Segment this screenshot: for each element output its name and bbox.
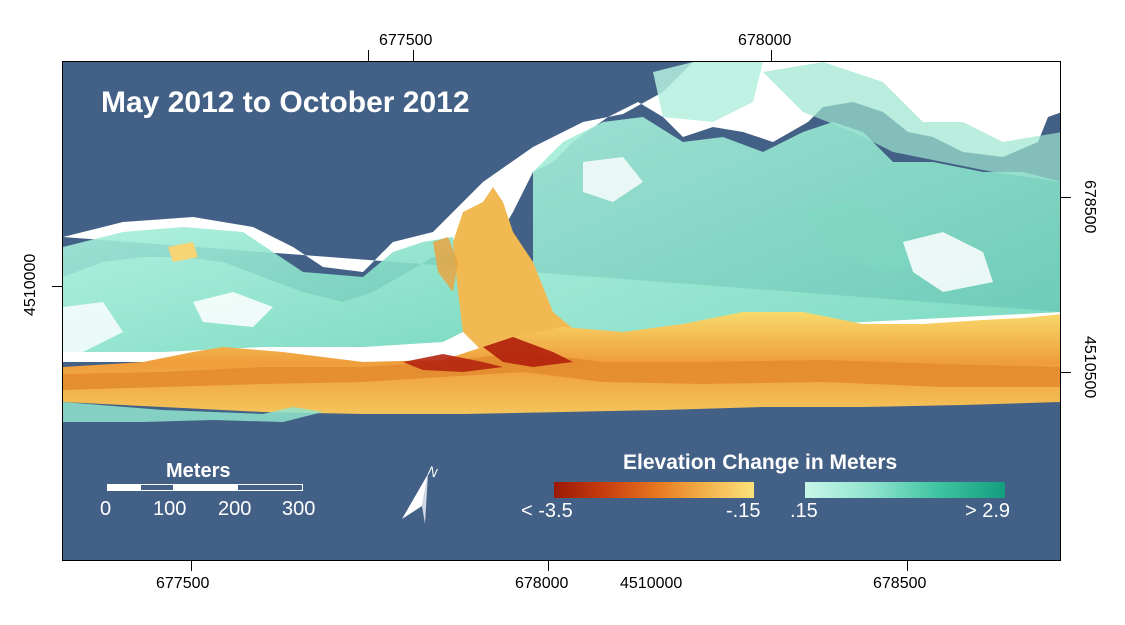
scalebar-label-100: 100 [153, 498, 187, 520]
map-title: May 2012 to October 2012 [101, 86, 470, 119]
right-tick-2 [1061, 372, 1071, 373]
land-area [903, 232, 993, 292]
right-axis-label-2: 4510500 [1081, 336, 1098, 399]
top-axis-label-1: 677500 [379, 32, 433, 49]
scalebar [107, 484, 303, 491]
right-tick-1 [1061, 197, 1071, 198]
bottom-tick-2 [548, 561, 549, 571]
accretion-zone [763, 62, 1060, 182]
scalebar-segment [108, 485, 141, 490]
bottom-tick-1 [191, 561, 192, 571]
scalebar-label-200: 200 [218, 498, 252, 520]
scalebar-label-300: 300 [282, 498, 316, 520]
legend-title: Elevation Change in Meters [623, 451, 898, 474]
legend-loss-max: -.15 [726, 500, 761, 522]
left-tick-1 [52, 286, 62, 287]
beach-erosion-band [63, 352, 1060, 390]
scalebar-segment [141, 485, 173, 490]
bottom-axis-label-3: 4510000 [620, 575, 683, 592]
legend-loss-min: < -3.5 [521, 500, 573, 522]
elevation-change-raster [63, 62, 1060, 560]
top-tick-1 [368, 50, 369, 61]
right-axis-label-1: 678500 [1081, 180, 1098, 234]
erosion-inlet [453, 187, 583, 352]
severe-erosion-zone [483, 337, 573, 367]
severe-erosion-zone [403, 354, 503, 372]
map-panel: May 2012 to October 2012 Meters 0 100 20… [62, 61, 1061, 561]
gain-strip [63, 402, 323, 422]
left-axis-label-1: 4510000 [22, 253, 39, 316]
accretion-zone [653, 62, 763, 122]
accretion-zone [63, 227, 483, 352]
top-axis-label-2: 678000 [738, 32, 792, 49]
scalebar-segment [173, 485, 238, 490]
top-tick-3 [771, 50, 772, 61]
bottom-axis-label-1: 677500 [156, 575, 210, 592]
land-area [63, 302, 123, 352]
north-arrow-icon: N [402, 464, 440, 524]
erosion-inlet [168, 242, 198, 262]
accretion-zone [803, 202, 923, 272]
scalebar-title: Meters [166, 460, 231, 482]
scalebar-label-0: 0 [100, 498, 112, 520]
scalebar-segment [238, 485, 302, 490]
legend-gain-min: .15 [790, 500, 818, 522]
top-tick-2 [413, 50, 414, 61]
legend-gain-ramp [805, 482, 1005, 498]
bottom-axis-label-4: 678500 [873, 575, 927, 592]
bottom-tick-3 [907, 561, 908, 571]
land-area [583, 157, 643, 202]
legend-loss-ramp [554, 482, 754, 498]
erosion-inlet [433, 237, 458, 292]
bottom-axis-label-2: 678000 [515, 575, 569, 592]
land-area [193, 292, 273, 327]
legend-gain-max: > 2.9 [965, 500, 1011, 522]
